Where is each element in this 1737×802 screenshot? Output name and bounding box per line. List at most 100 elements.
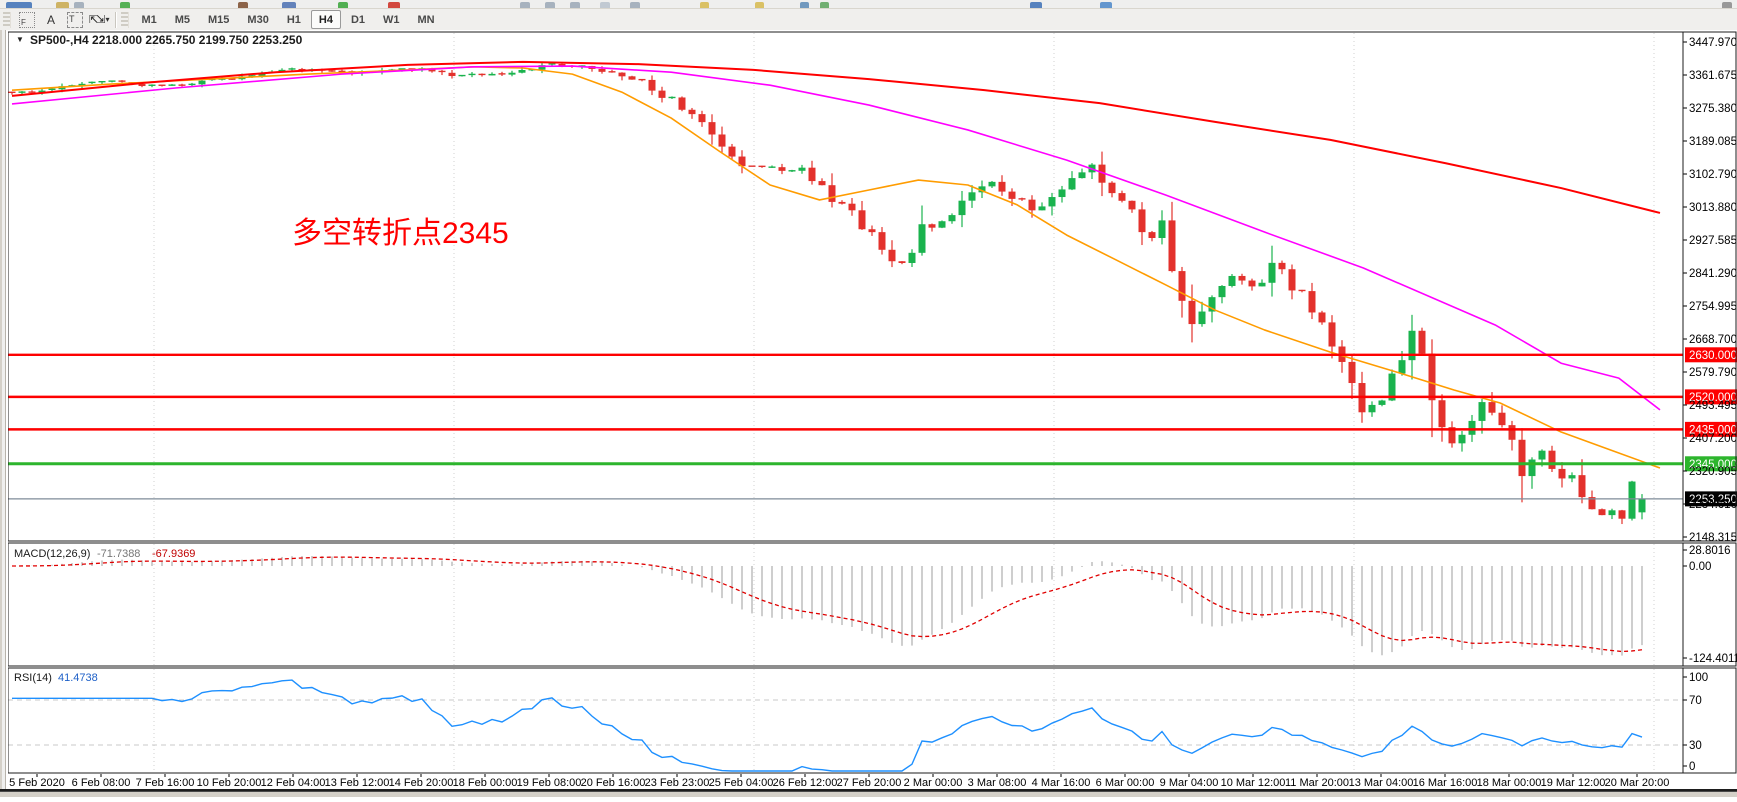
- new-order-icon[interactable]: [120, 2, 130, 8]
- price-tick-label: 3361.675: [1689, 70, 1737, 82]
- price-tick-label: 2754.995: [1689, 301, 1737, 313]
- rsi-axis-label: 100: [1689, 672, 1708, 684]
- price-tick-label: 2407.200: [1689, 433, 1737, 445]
- toolbar-separator: [115, 11, 118, 28]
- price-tick-label: 3189.085: [1689, 136, 1737, 148]
- time-tick-label: 10 Feb 20:00: [197, 777, 262, 789]
- time-tick-label: 12 Feb 04:00: [261, 777, 326, 789]
- time-tick-label: 23 Feb 23:00: [645, 777, 710, 789]
- chart-window-icon[interactable]: [6, 2, 32, 8]
- timeframe-grip[interactable]: [121, 11, 130, 28]
- arrow-objects-tool-button[interactable]: ⇱⇲ ▾: [89, 14, 110, 26]
- toolbar-main: F A T ⇱⇲ ▾ M1 M5 M15 M30 H1 H4 D1 W1 MN: [0, 9, 1737, 31]
- time-axis: 5 Feb 2020 6 Feb 08:00 7 Feb 16:00 10 Feb 2…: [9, 774, 1669, 789]
- resistance-2435-price-badge: [1685, 421, 1737, 437]
- hline-icon[interactable]: [820, 2, 829, 8]
- rsi-value: 41.4738: [58, 672, 98, 684]
- chart-window[interactable]: 2630.000 2520.000 2435.000 2345.000 2253.250…: [0, 30, 1737, 797]
- timeframe-button-m15[interactable]: M15: [208, 13, 230, 26]
- timeframe-button-h1[interactable]: H1: [286, 13, 301, 26]
- stop-icon[interactable]: [388, 2, 400, 8]
- symbol-ohlc-header: SP500-,H4 2218.000 2265.750 2199.750 225…: [30, 33, 303, 47]
- price-tick-label: 2320.905: [1689, 466, 1737, 478]
- timeframe-button-m30[interactable]: M30: [247, 13, 269, 26]
- time-tick-label: 5 Feb 2020: [9, 777, 65, 789]
- layout-grid-icon-1[interactable]: [520, 2, 530, 8]
- drawing-tools-group: F A T ⇱⇲ ▾: [15, 10, 111, 30]
- timeframe-buttons: M1 M5 M15 M30 H1 H4 D1 W1 MN: [132, 10, 443, 29]
- time-tick-label: 20 Mar 20:00: [1605, 777, 1670, 789]
- current-price-badge: [1685, 491, 1737, 507]
- timeframe-button-h4[interactable]: H4: [310, 10, 341, 29]
- price-tick-label: 2234.610: [1689, 499, 1737, 511]
- time-tick-label: 13 Mar 04:00: [1349, 777, 1414, 789]
- time-tick-label: 25 Feb 04:00: [709, 777, 774, 789]
- cursor-icon[interactable]: [700, 2, 709, 8]
- macd-panel: MACD(12,26,9) -71.7388 -67.9369 28.8016 0.0…: [11, 545, 1737, 665]
- timeframe-button-mn[interactable]: MN: [417, 13, 435, 26]
- time-tick-label: 26 Feb 12:00: [773, 777, 838, 789]
- zoom-in-icon[interactable]: [56, 2, 69, 8]
- zoom-out-icon[interactable]: [74, 2, 84, 8]
- price-tick-label: 3275.380: [1689, 103, 1737, 115]
- price-tick-label: 2493.495: [1689, 400, 1737, 412]
- time-tick-label: 18 Feb 00:00: [453, 777, 518, 789]
- crosshair-icon[interactable]: [755, 2, 764, 8]
- price-tick-label: 2668.700: [1689, 334, 1737, 346]
- symbol-collapse-icon[interactable]: ▼: [16, 35, 24, 44]
- macd-axis-label: 0.00: [1689, 561, 1711, 573]
- rsi-label: RSI(14): [14, 672, 52, 684]
- layout-grid-icon-2[interactable]: [545, 2, 555, 8]
- macd-main-value: -71.7388: [97, 548, 140, 560]
- price-tick-label: 2927.585: [1689, 235, 1737, 247]
- price-chart-canvas[interactable]: 2630.000 2520.000 2435.000 2345.000 2253.250…: [0, 30, 1737, 797]
- time-tick-label: 19 Feb 08:00: [517, 777, 582, 789]
- time-tick-label: 2 Mar 00:00: [904, 777, 963, 789]
- window-mini-icon[interactable]: [1722, 2, 1732, 8]
- time-tick-label: 9 Mar 04:00: [1160, 777, 1219, 789]
- layout-grid-icon-4[interactable]: [630, 2, 640, 8]
- svg-text:2435.000: 2435.000: [1689, 424, 1737, 436]
- time-tick-label: 18 Mar 00:00: [1477, 777, 1542, 789]
- text-label-tool-button[interactable]: A: [46, 12, 55, 27]
- window-left-edge: [0, 30, 8, 797]
- timeframe-button-m5[interactable]: M5: [174, 13, 191, 26]
- toolbar-grip[interactable]: [3, 11, 11, 28]
- history-icon[interactable]: [238, 2, 248, 8]
- svg-text:2345.000: 2345.000: [1689, 459, 1737, 471]
- horizontal-levels: 2630.000 2520.000 2435.000 2345.000 2253.250: [8, 347, 1737, 507]
- panel-borders: [7, 31, 1737, 774]
- price-tick-label: 2148.315: [1689, 532, 1737, 544]
- ma-slow-red: [11, 60, 1661, 214]
- time-tick-label: 27 Feb 20:00: [837, 777, 902, 789]
- timeframe-button-m1[interactable]: M1: [141, 13, 157, 26]
- terminal-icon[interactable]: [282, 2, 296, 8]
- layout-grid-icon-3[interactable]: [570, 2, 580, 8]
- autotrade-icon[interactable]: [338, 2, 348, 8]
- candlesticks: [8, 62, 1646, 525]
- time-tick-label: 13 Feb 12:00: [325, 777, 390, 789]
- rsi-axis-label: 0: [1689, 761, 1695, 773]
- template-icon[interactable]: [1100, 2, 1112, 8]
- time-tick-label: 20 Feb 16:00: [581, 777, 646, 789]
- price-tick-label: 2841.290: [1689, 268, 1737, 280]
- timeframe-button-w1[interactable]: W1: [383, 13, 400, 26]
- macd-signal-value: -67.9369: [152, 548, 195, 560]
- rsi-line: [12, 679, 1643, 772]
- time-tick-label: 11 Mar 20:00: [1285, 777, 1349, 789]
- vline-icon[interactable]: [800, 2, 809, 8]
- price-tick-label: 3102.790: [1689, 169, 1737, 181]
- svg-text:2630.000: 2630.000: [1689, 350, 1737, 362]
- chart-annotation-text[interactable]: 多空转折点2345: [292, 217, 509, 250]
- svg-text:2253.250: 2253.250: [1689, 494, 1737, 506]
- indicators-icon[interactable]: [1030, 2, 1042, 8]
- snap-grid-tool-button[interactable]: F: [16, 10, 38, 30]
- layout-dotted-icon[interactable]: [600, 2, 610, 8]
- dropdown-caret-icon[interactable]: ▾: [105, 15, 110, 24]
- window-bottom-edge: [0, 789, 1737, 797]
- text-box-tool-button[interactable]: T: [64, 10, 86, 30]
- price-tick-label: 3013.880: [1689, 202, 1737, 214]
- timeframe-button-d1[interactable]: D1: [350, 13, 366, 26]
- toolbar-top-partial: [0, 0, 1737, 9]
- rsi-axis-label: 70: [1689, 695, 1702, 707]
